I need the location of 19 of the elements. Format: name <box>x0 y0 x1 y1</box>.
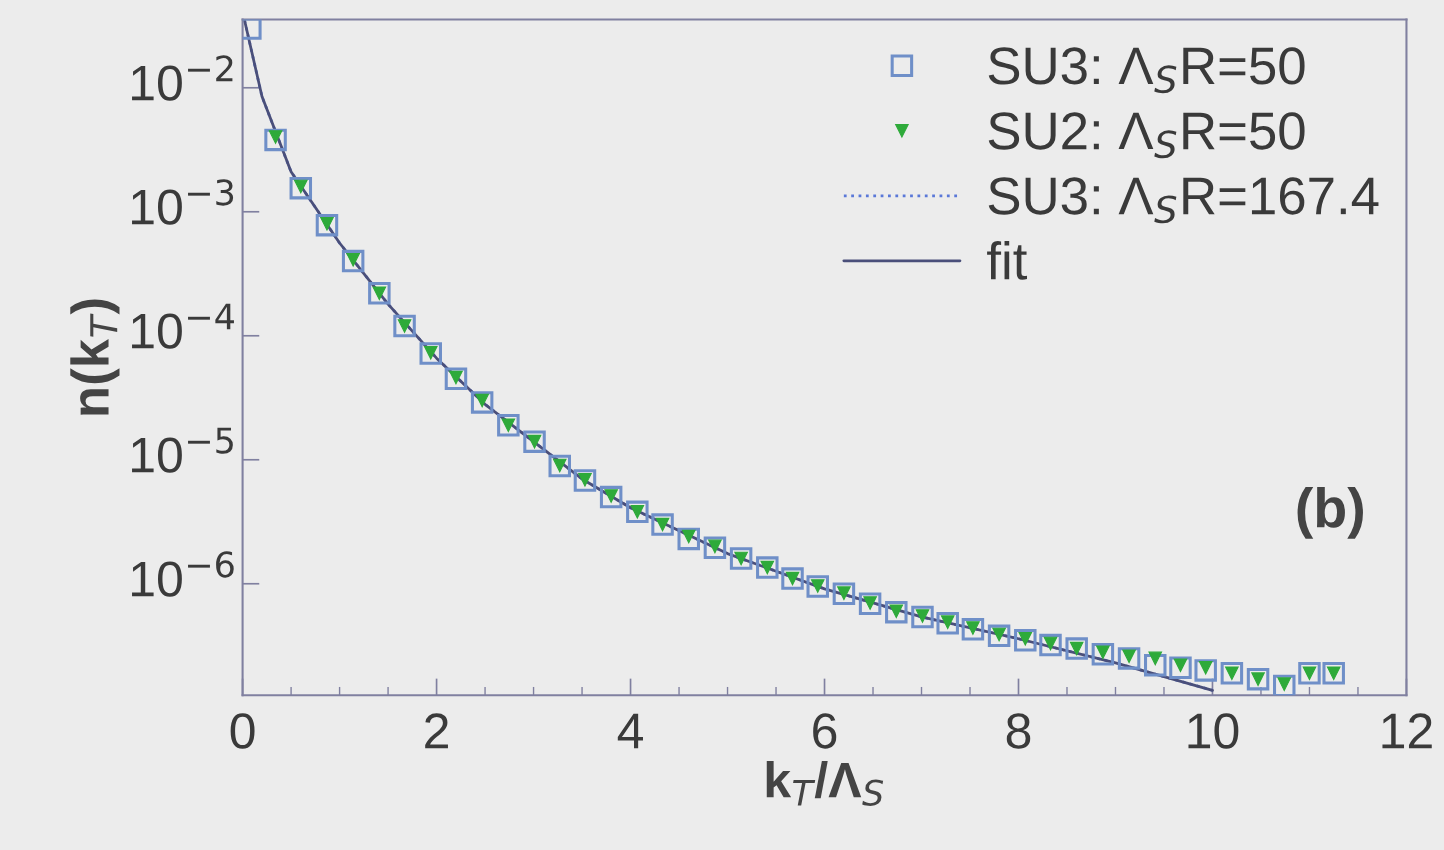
y-tick-label: 10$^{−4}$ <box>132 303 234 349</box>
y-tick-label: 10$^{−2}$ <box>132 55 233 101</box>
x-tick-label: 4 <box>617 713 643 749</box>
annotation: (b) <box>1297 486 1363 539</box>
x-axis-title: k$_{T}$/Λ$_{S}$ <box>766 761 884 807</box>
x-tick-label: 0 <box>230 713 255 749</box>
legend-label: SU3: Λ$_{S}$R=50 <box>988 47 1305 94</box>
y-tick-label: 10$^{−5}$ <box>132 427 233 473</box>
legend-label: fit <box>987 241 1028 280</box>
x-tick-label: 12 <box>1382 713 1432 749</box>
y-tick-label: 10$^{−6}$ <box>132 551 234 597</box>
x-tick-label: 8 <box>1006 713 1031 749</box>
y-tick-label: 10$^{−3}$ <box>132 179 234 225</box>
y-axis-title: n(k$_{T}$) <box>70 299 120 415</box>
x-tick-label: 6 <box>813 713 837 749</box>
x-tick-label: 10 <box>1188 713 1239 749</box>
x-tick-label: 2 <box>425 713 448 749</box>
legend-label: SU3: Λ$_{S}$R=167.4 <box>988 177 1379 224</box>
legend-label: SU2: Λ$_{S}$R=50 <box>988 112 1305 159</box>
